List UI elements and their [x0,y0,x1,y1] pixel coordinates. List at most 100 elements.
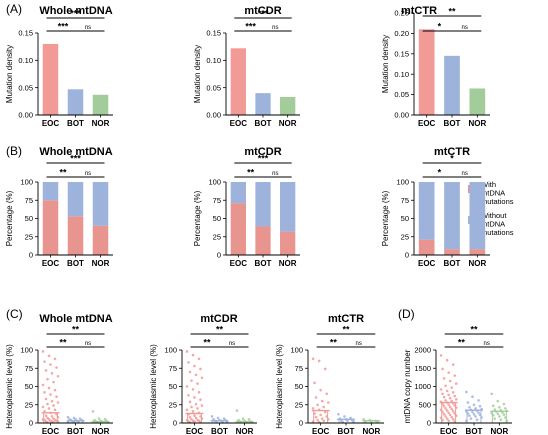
y-tick-label: 0.10 [394,70,409,79]
scatter-point [319,388,322,392]
significance-label: ** [59,338,67,348]
scatter-point [323,367,327,371]
scatter-point [194,416,198,420]
x-tick-label: BOT [255,119,272,128]
scatter-point [362,418,366,421]
scatter-point [197,391,201,394]
scatter-point [53,357,57,361]
y-tick-label: 50 [169,382,177,391]
y-axis-label: Mutation density [193,45,202,103]
y-tick-label: 100 [164,346,177,355]
scatter-point [349,416,352,420]
bar [42,43,59,115]
x-tick-label: NOR [362,427,380,435]
y-axis-label: Mutation density [5,45,14,103]
bar [67,89,84,115]
scatter-point [447,403,450,407]
x-tick-label: BOT [466,427,483,435]
panel-label-a: (A) [6,2,22,16]
stacked-bar-segment [255,182,271,227]
y-tick-label: 1500 [414,364,431,373]
significance-label: ** [72,325,80,335]
y-tick-label: 0 [217,251,221,260]
stacked-bar-segment [230,182,246,204]
scatter-point [193,414,196,418]
y-tick-label: 100 [20,346,33,355]
scatter-point [469,417,473,420]
significance-label: *** [245,22,256,32]
x-tick-label: EOC [42,119,60,128]
stacked-bar-segment [67,216,84,255]
chart-1: mtCDR Mutation density 0.00 0.05 0.10 0.15 EOC… [193,5,300,128]
stacked-bar-segment [469,249,486,255]
scatter-point [453,374,457,377]
y-axis-label: Mutation density [381,35,390,93]
bar [230,48,246,115]
x-tick-label: EOC [418,119,436,128]
scatter-point [53,408,57,412]
y-tick-label: 50 [25,382,33,391]
scatter-point [442,412,446,416]
scatter-point [44,369,48,372]
scatter-point [200,404,204,407]
scatter-point [56,401,60,404]
scatter-point [199,367,202,371]
y-tick-label: 0.00 [394,111,409,120]
panel-label-b: (B) [6,144,22,158]
significance-label: ns [355,341,361,347]
chart-title: mtCTR [434,146,470,158]
scatter-point [41,350,45,353]
scatter-point [475,418,479,422]
scatter-point [188,400,192,404]
chart-5: mtCTR Percentage (%) 0 25 50 75 100 EOC BOT NOR * *… [381,146,490,268]
scatter-point [188,415,192,419]
scatter-point [451,391,455,394]
y-tick-label: 0 [299,419,303,428]
y-tick-label: 100 [208,178,221,187]
scatter-point [471,410,474,414]
y-tick-label: 50 [401,214,409,223]
scatter-point [216,416,220,420]
scatter-point [191,410,195,413]
significance-label: ** [470,325,478,335]
legend-label-without: Without mtDNA mutations [481,211,514,237]
stacked-bar-segment [418,239,435,255]
scatter-point [46,377,49,381]
scatter-point [190,379,193,382]
x-tick-label: NOR [279,259,297,268]
bar [92,94,109,115]
panel-label-d: (D) [398,307,415,321]
scatter-point [311,407,315,410]
scatter-point [185,408,189,412]
scatter-point [319,413,322,417]
scatter-point [468,414,471,418]
y-tick-label: 0 [173,419,177,428]
significance-label: ** [203,338,211,348]
scatter-point [193,396,196,399]
y-tick-label: 2000 [414,346,431,355]
y-tick-label: 0 [29,251,33,260]
scatter-point [498,406,501,409]
scatter-point [474,407,477,410]
scatter-point [323,410,327,414]
chart-2: mtCTR Mutation density 0.00 0.05 0.10 0.15 0.2… [381,5,490,128]
scatter-point [44,414,48,418]
y-tick-label: 0.15 [206,29,221,38]
scatter-point [44,397,48,401]
scatter-point [447,371,450,374]
y-tick-label: 75 [295,364,303,373]
x-tick-label: EOC [230,119,248,128]
scatter-point [454,382,458,385]
scatter-point [91,410,95,413]
scatter-point [194,373,198,377]
scatter-point [50,399,54,403]
scatter-point [343,415,346,418]
scatter-point [493,408,497,411]
y-tick-label: 50 [25,214,33,223]
scatter-point [190,405,193,409]
x-tick-label: BOT [338,427,355,435]
scatter-point [441,367,444,371]
scatter-point [451,363,455,366]
scatter-point [187,393,190,397]
x-tick-label: EOC [440,427,458,435]
